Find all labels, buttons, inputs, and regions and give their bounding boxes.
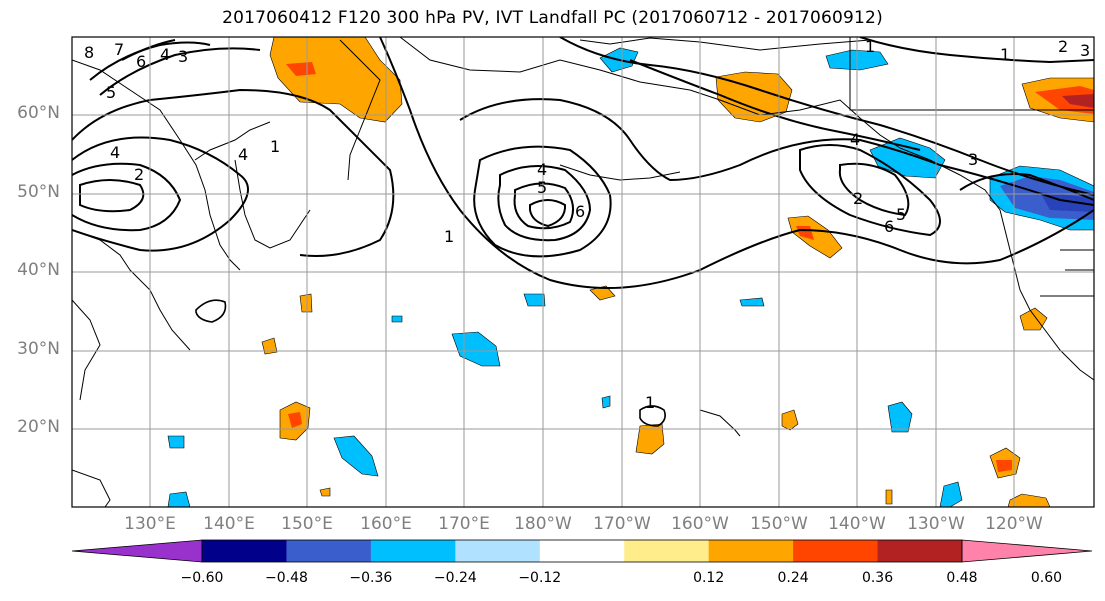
colorbar-segment xyxy=(877,540,963,562)
map-frame xyxy=(71,36,1095,508)
colorbar-extend-low xyxy=(71,539,203,563)
pv-contour-label: 1 xyxy=(270,137,280,156)
colorbar-segment xyxy=(370,540,456,562)
lat-label-40n: 40°N xyxy=(17,260,60,280)
lon-label-130e: 130°E xyxy=(124,514,176,534)
pv-contour-label: 5 xyxy=(537,178,547,197)
pv-contour-label: 3 xyxy=(968,150,978,169)
pv-contour-label: 7 xyxy=(114,40,124,59)
lon-label-180w: 180°W xyxy=(514,514,572,534)
pv-contour-label: 3 xyxy=(1080,41,1090,60)
colorbar-tick-label: −0.60 xyxy=(180,570,224,586)
lon-label-140w: 140°W xyxy=(828,514,886,534)
lat-label-30n: 30°N xyxy=(17,339,60,359)
pv-contour-label: 6 xyxy=(884,217,894,236)
lon-label-160e: 160°E xyxy=(360,514,412,534)
colorbar-tick-label: 0.60 xyxy=(1030,570,1063,586)
lon-label-170w: 170°W xyxy=(593,514,651,534)
pv-contour-label: 4 xyxy=(160,45,170,64)
lon-label-120w: 120°W xyxy=(985,514,1043,534)
colorbar-frame xyxy=(201,539,963,563)
pv-contour-label: 1 xyxy=(444,227,454,246)
colorbar-segment xyxy=(539,540,625,562)
positive-anomaly-shading xyxy=(261,37,1094,507)
pv-contour-label: 5 xyxy=(896,205,906,224)
pv-contour-label: 5 xyxy=(106,83,116,102)
colorbar-segments xyxy=(71,539,1093,563)
lon-label-150w: 150°W xyxy=(750,514,808,534)
pv-contour-label: 4 xyxy=(850,130,860,149)
pv-contour-label: 8 xyxy=(84,43,94,62)
lon-label-160w: 160°W xyxy=(671,514,729,534)
gridlines xyxy=(72,37,1094,507)
pv-contour-label: 3 xyxy=(178,47,188,66)
colorbar-extend-high xyxy=(961,539,1093,563)
pv-contour-label: 2 xyxy=(1058,37,1068,56)
pv-contour-label: 2 xyxy=(134,165,144,184)
colorbar-tick-label: −0.48 xyxy=(264,570,308,586)
lon-label-130w: 130°W xyxy=(907,514,965,534)
map-title: 2017060412 F120 300 hPa PV, IVT Landfall… xyxy=(222,8,883,28)
colorbar-tick-label: −0.36 xyxy=(349,570,393,586)
lon-label-140e: 140°E xyxy=(203,514,255,534)
pv-contour-label: 4 xyxy=(537,160,547,179)
lat-label-50n: 50°N xyxy=(17,182,60,202)
lat-label-20n: 20°N xyxy=(17,417,60,437)
colorbar-segment xyxy=(202,540,287,562)
colorbar-tick-label: −0.12 xyxy=(518,570,562,586)
colorbar-segment xyxy=(624,540,710,562)
colorbar-segment xyxy=(286,540,372,562)
colorbar-tick-label: 0.24 xyxy=(777,570,809,586)
pv-contour-label: 6 xyxy=(136,52,146,71)
lat-label-60n: 60°N xyxy=(17,103,60,123)
pv-contour-label: 4 xyxy=(110,143,120,162)
colorbar-segment xyxy=(793,540,879,562)
pv-contour-label: 1 xyxy=(645,393,655,412)
colorbar-segment xyxy=(455,540,541,562)
pv-contour-label: 1 xyxy=(1000,45,1010,64)
lon-label-170e: 170°E xyxy=(438,514,490,534)
pv-contour-label: 2 xyxy=(853,189,863,208)
colorbar-tick-label: 0.36 xyxy=(861,570,894,586)
pv-contour-label: 1 xyxy=(865,37,875,56)
colorbar-segment xyxy=(708,540,794,562)
lon-label-150e: 150°E xyxy=(281,514,333,534)
colorbar-tick-label: 0.48 xyxy=(946,570,978,586)
colorbar-tick-label: −0.24 xyxy=(433,570,477,586)
pv-contour-label: 6 xyxy=(575,202,585,221)
colorbar-tick-label: 0.12 xyxy=(693,570,725,586)
pv-contour-label: 4 xyxy=(238,145,248,164)
